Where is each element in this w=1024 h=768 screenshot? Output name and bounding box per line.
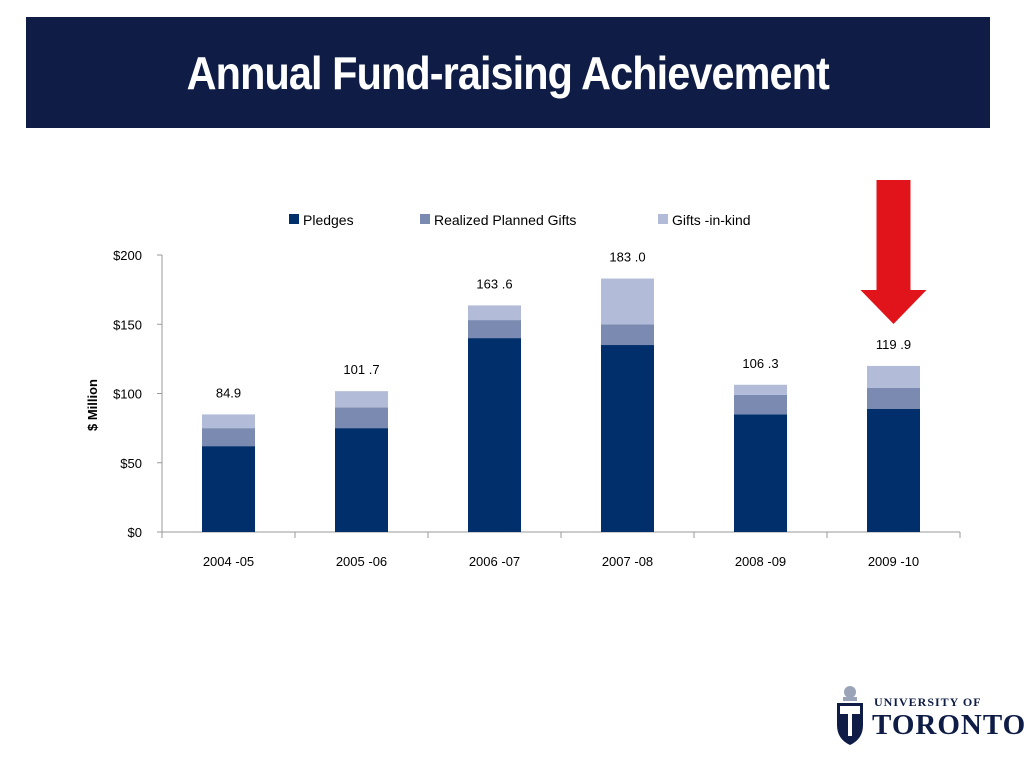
bar-gifts-in-kind [734,384,787,395]
total-label: 106 .3 [742,356,778,371]
x-tick-label: 2009 -10 [868,554,919,569]
y-tick-label: $200 [113,248,142,263]
title-banner: Annual Fund-raising Achievement [26,17,990,128]
x-tick-label: 2005 -06 [336,554,387,569]
legend-swatch [658,214,668,224]
university-logo: UNIVERSITY OF TORONTO [834,683,1024,749]
highlight-arrow-icon [860,180,927,324]
x-tick-label: 2007 -08 [602,554,653,569]
total-label: 84.9 [216,385,241,400]
total-label: 183 .0 [609,250,645,265]
y-axis-label: $ Million [85,379,100,431]
bar-realized-planned-gifts [867,387,920,409]
bar-realized-planned-gifts [468,320,521,339]
y-tick-label: $100 [113,387,142,402]
x-tick-label: 2008 -09 [735,554,786,569]
legend-label: Pledges [303,212,354,228]
bar-gifts-in-kind [601,278,654,325]
bar-realized-planned-gifts [601,324,654,346]
bar-gifts-in-kind [468,305,521,321]
x-tick-label: 2004 -05 [203,554,254,569]
bar-pledges [202,446,255,532]
slide-title: Annual Fund-raising Achievement [186,46,830,99]
bar-gifts-in-kind [335,391,388,408]
bar-pledges [335,428,388,532]
bar-pledges [468,338,521,532]
bar-gifts-in-kind [867,365,920,388]
bar-realized-planned-gifts [202,428,255,447]
y-tick-label: $50 [120,456,142,471]
y-tick-label: $0 [128,525,142,540]
legend-label: Gifts -in-kind [672,212,751,228]
bar-pledges [734,414,787,532]
legend-swatch [420,214,430,224]
y-tick-label: $150 [113,317,142,332]
legend-label: Realized Planned Gifts [434,212,576,228]
total-label: 119 .9 [876,337,911,352]
bar-pledges [601,345,654,532]
x-tick-label: 2006 -07 [469,554,520,569]
crest-icon [837,686,863,745]
bar-pledges [867,408,920,532]
bar-realized-planned-gifts [335,407,388,429]
legend-swatch [289,214,299,224]
bar-realized-planned-gifts [734,394,787,415]
bar-gifts-in-kind [202,414,255,429]
logo-line1: UNIVERSITY OF [874,695,982,709]
total-label: 163 .6 [476,276,512,291]
total-label: 101 .7 [343,362,379,377]
logo-line2: TORONTO [872,709,1024,741]
